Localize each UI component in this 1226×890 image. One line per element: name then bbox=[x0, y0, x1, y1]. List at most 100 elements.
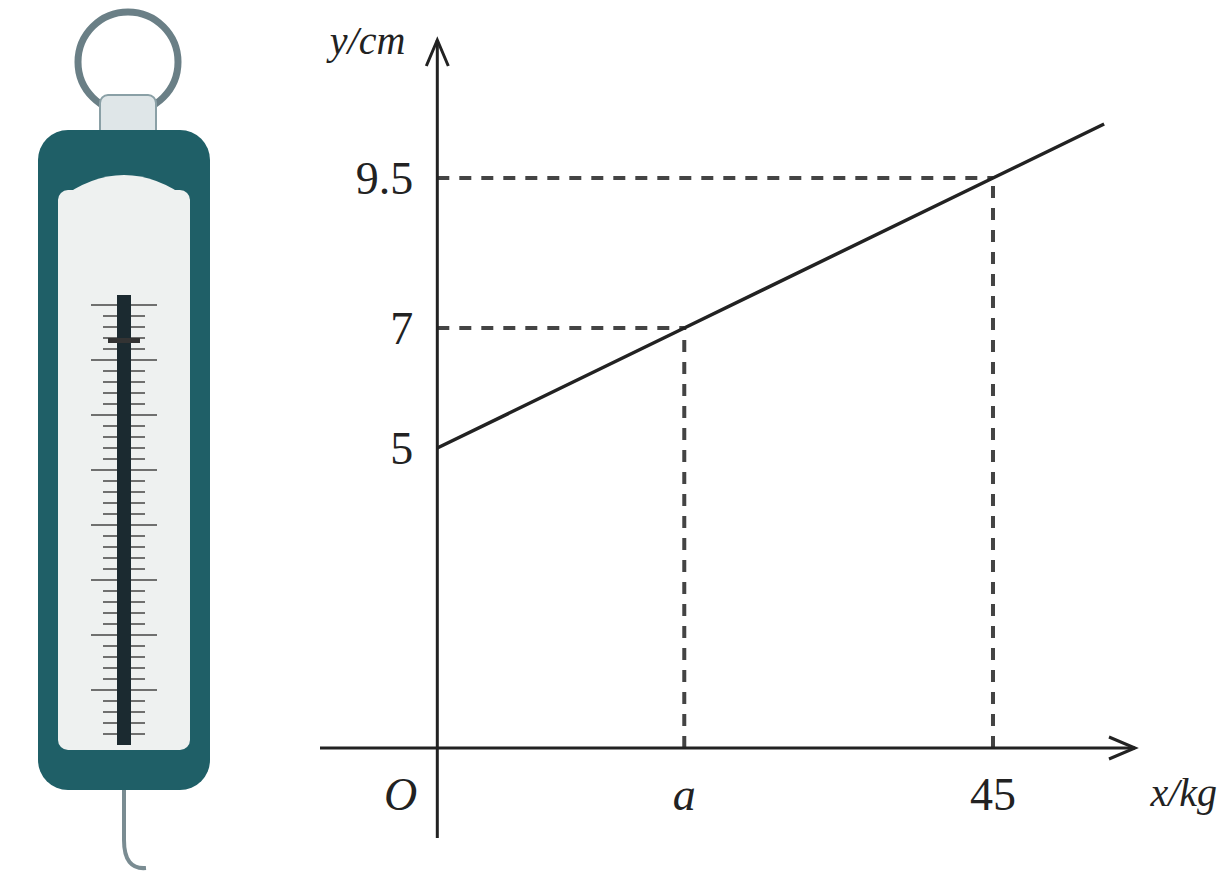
scale-line bbox=[103, 447, 117, 449]
scale-line bbox=[131, 447, 145, 449]
data-line bbox=[437, 124, 1104, 448]
scale-line bbox=[131, 711, 145, 713]
grid-line bbox=[991, 178, 995, 748]
x-arrow bbox=[1109, 737, 1135, 759]
scale-line bbox=[131, 480, 145, 482]
scale-line bbox=[131, 348, 145, 350]
scale-line bbox=[131, 656, 145, 658]
panel-top bbox=[58, 175, 190, 210]
scale-line bbox=[103, 370, 117, 372]
scale-line bbox=[103, 678, 117, 680]
scale-line bbox=[131, 678, 145, 680]
series-group bbox=[437, 124, 1104, 448]
scale-line bbox=[103, 458, 117, 460]
y-arrow bbox=[426, 40, 448, 66]
scale-line bbox=[131, 733, 145, 735]
panel bbox=[58, 190, 190, 750]
x-axis-title: x/kg bbox=[1149, 770, 1217, 815]
scale-line bbox=[131, 381, 145, 383]
scale-line bbox=[131, 623, 145, 625]
scale-line bbox=[131, 304, 157, 306]
scale-line bbox=[91, 414, 117, 416]
scale-line bbox=[103, 645, 117, 647]
scale-line bbox=[131, 502, 145, 504]
pointer bbox=[108, 338, 140, 343]
scale-line bbox=[131, 403, 145, 405]
scale-line bbox=[103, 546, 117, 548]
scale-line bbox=[103, 436, 117, 438]
x-tick-label: a bbox=[673, 769, 696, 820]
slot bbox=[117, 295, 131, 745]
scale-line bbox=[131, 326, 145, 328]
scale-line bbox=[131, 392, 145, 394]
hook bbox=[124, 790, 146, 868]
scale-line bbox=[91, 304, 117, 306]
scale-line bbox=[131, 590, 145, 592]
spring-scale bbox=[38, 12, 210, 868]
y-axis bbox=[436, 40, 439, 838]
scale-line bbox=[91, 689, 117, 691]
scale-line bbox=[103, 502, 117, 504]
scale-line bbox=[131, 568, 145, 570]
scale-line bbox=[131, 524, 157, 526]
scale-line bbox=[131, 469, 157, 471]
y-axis-title: y/cm bbox=[326, 18, 406, 63]
scale-line bbox=[103, 568, 117, 570]
scale-line bbox=[131, 436, 145, 438]
scale-line bbox=[131, 458, 145, 460]
x-tick-label: O bbox=[384, 769, 417, 820]
scale-line bbox=[103, 711, 117, 713]
scale-line bbox=[91, 469, 117, 471]
scale-line bbox=[103, 590, 117, 592]
scale-line bbox=[103, 612, 117, 614]
scale-line bbox=[91, 579, 117, 581]
scale-line bbox=[103, 381, 117, 383]
scale-line bbox=[131, 491, 145, 493]
scale-line bbox=[131, 315, 145, 317]
scale-line bbox=[131, 634, 157, 636]
chart: Oa45579.5y/cmx/kg bbox=[0, 0, 1226, 890]
scale-line bbox=[131, 689, 157, 691]
scale-line bbox=[91, 524, 117, 526]
scale-line bbox=[103, 700, 117, 702]
scale-line bbox=[131, 535, 145, 537]
scale-line bbox=[103, 491, 117, 493]
x-tick-label: 45 bbox=[970, 769, 1016, 820]
scale-line bbox=[131, 359, 157, 361]
scale-line bbox=[131, 700, 145, 702]
axes: Oa45579.5 bbox=[320, 40, 1135, 838]
scale-line bbox=[103, 326, 117, 328]
scale-line bbox=[103, 733, 117, 735]
y-tick-label: 5 bbox=[390, 423, 413, 474]
scale-line bbox=[103, 535, 117, 537]
scale-line bbox=[131, 612, 145, 614]
scale-line bbox=[103, 403, 117, 405]
scale-line bbox=[131, 557, 145, 559]
body bbox=[38, 130, 210, 790]
scale-line bbox=[131, 601, 145, 603]
scale-line bbox=[131, 667, 145, 669]
scale-line bbox=[103, 557, 117, 559]
scale-line bbox=[131, 425, 145, 427]
scale-line bbox=[103, 667, 117, 669]
scale-line bbox=[103, 480, 117, 482]
x-axis bbox=[320, 747, 1135, 750]
scale-line bbox=[131, 414, 157, 416]
scale-line bbox=[91, 359, 117, 361]
scale-line bbox=[131, 645, 145, 647]
scale-line bbox=[103, 392, 117, 394]
scale-line bbox=[103, 656, 117, 658]
scale-line bbox=[131, 546, 145, 548]
scale-line bbox=[131, 722, 145, 724]
guides bbox=[437, 178, 993, 748]
scale-line bbox=[91, 634, 117, 636]
scale-line bbox=[103, 623, 117, 625]
scale-line bbox=[131, 370, 145, 372]
grid-line bbox=[437, 176, 993, 180]
scale-line bbox=[103, 601, 117, 603]
scale-line bbox=[103, 348, 117, 350]
scale-line bbox=[103, 315, 117, 317]
scale-line bbox=[103, 722, 117, 724]
scale-line bbox=[131, 579, 157, 581]
y-tick-label: 7 bbox=[390, 303, 413, 354]
